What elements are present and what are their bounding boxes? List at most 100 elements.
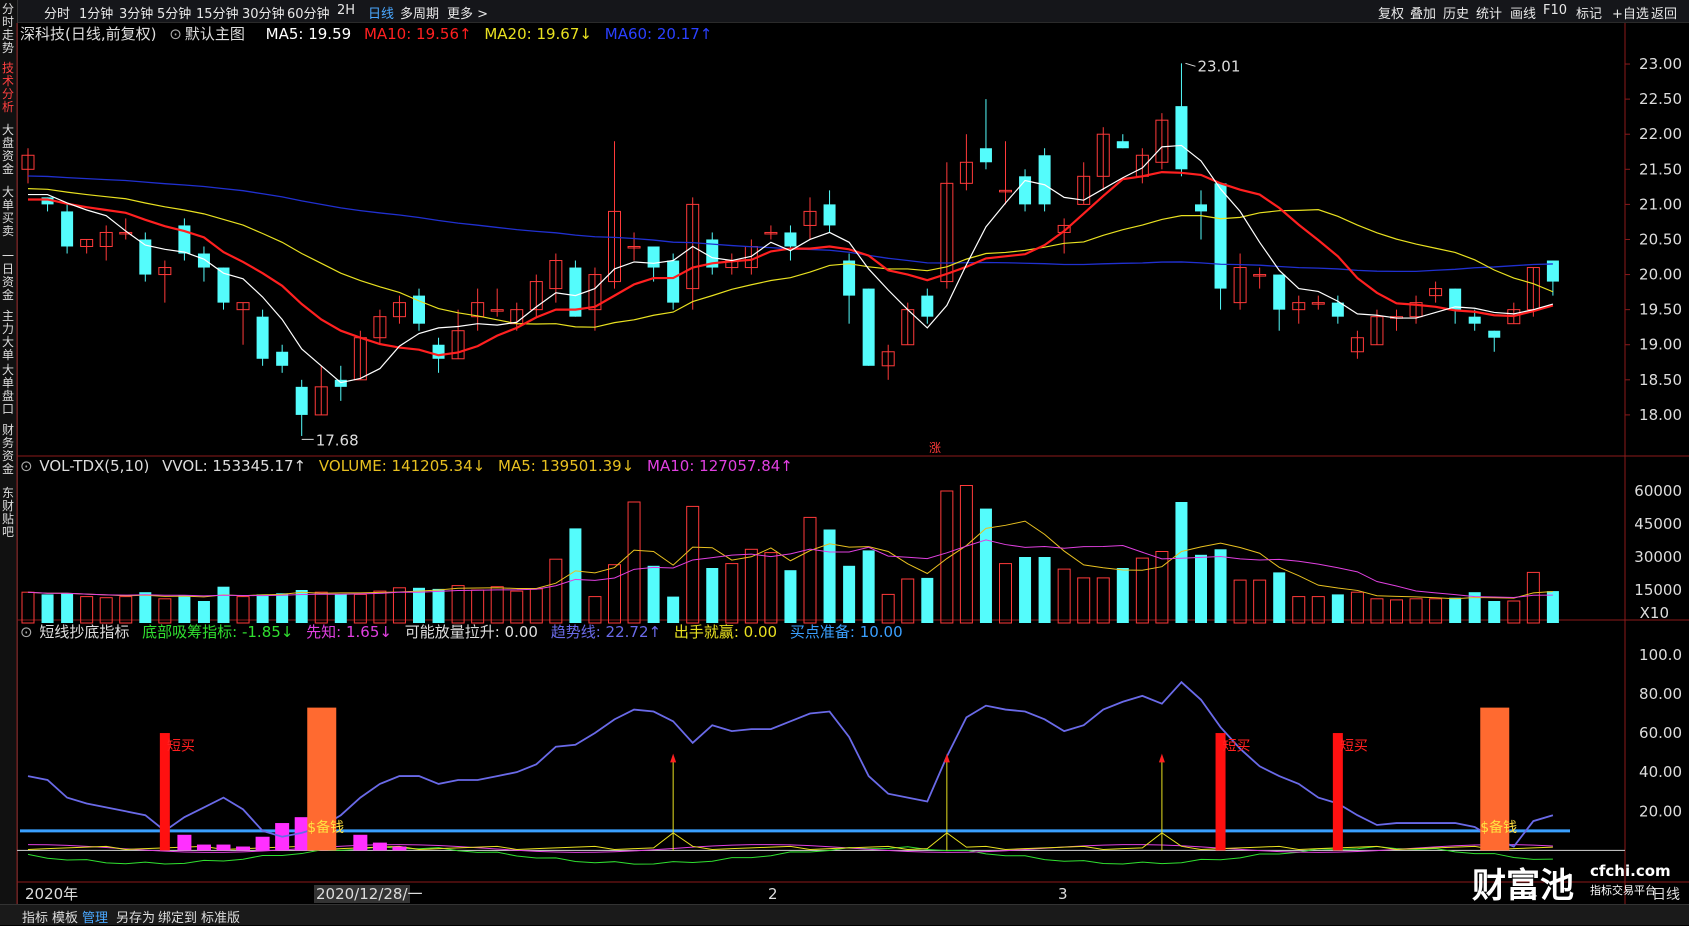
- candle-body-down: [139, 239, 152, 275]
- xianzhi-value: 先知: 1.65↓: [306, 623, 392, 641]
- sidebar-item-8[interactable]: 东财贴吧: [1, 486, 14, 539]
- volume-bar-up: [1507, 600, 1521, 624]
- period-tab-0[interactable]: 分时: [44, 7, 71, 22]
- volume-bar-up: [999, 563, 1012, 624]
- volume-bar-down: [1488, 601, 1501, 623]
- trend-value: 趋势线: 22.72↑: [550, 623, 662, 641]
- volume-bar-down: [1449, 597, 1462, 623]
- period-tab-4[interactable]: 15分钟: [196, 7, 239, 22]
- stock-title[interactable]: 深科技(日线,前复权): [20, 25, 157, 43]
- sidebar-item-7[interactable]: 财务资金: [1, 423, 14, 476]
- toolbar-button-6[interactable]: 标记: [1576, 7, 1603, 22]
- volume-bar-down: [843, 565, 856, 623]
- bottom-tab-3[interactable]: 另存为: [116, 911, 156, 926]
- candle-body-up: [1370, 316, 1384, 346]
- volume-bar-up: [1429, 598, 1443, 624]
- toolbar-button-8[interactable]: 返回: [1651, 7, 1678, 22]
- bottom-tab-4[interactable]: 绑定到: [158, 911, 198, 926]
- volume-bar-up: [158, 598, 172, 624]
- bottom-tab-5[interactable]: 标准版: [201, 911, 241, 926]
- period-tab-5[interactable]: 30分钟: [242, 7, 285, 22]
- period-tab-7[interactable]: 2H: [337, 3, 356, 18]
- sidebar-item-6[interactable]: 大单盘口: [1, 363, 14, 416]
- x-label-date: 2020/12/28/一: [316, 885, 423, 903]
- volume-bar-up: [1253, 579, 1267, 624]
- toolbar-button-0[interactable]: 复权: [1378, 7, 1405, 22]
- vol-indicator-name[interactable]: VOL-TDX(5,10): [39, 457, 150, 475]
- magenta-bar: [353, 834, 368, 851]
- sidebar-item-1[interactable]: 技术分析: [1, 61, 14, 114]
- volume-bar-down: [921, 577, 934, 623]
- period-tab-1[interactable]: 1分钟: [79, 7, 114, 22]
- vol-ma5-value: MA5: 139501.39↓: [498, 457, 635, 475]
- candle-body-down: [1038, 155, 1051, 205]
- settings-icon[interactable]: ⊙: [20, 457, 33, 475]
- short-buy-bar: [1332, 733, 1343, 851]
- sidebar-item-3[interactable]: 大单买卖: [1, 185, 14, 238]
- candle-body-up: [99, 231, 113, 247]
- candle-body-down: [276, 351, 289, 366]
- volume-bar-up: [686, 505, 700, 624]
- chevron-down-icon: ⊙: [169, 25, 182, 43]
- candle-body-up: [21, 154, 35, 170]
- period-tab-9[interactable]: 多周期: [400, 7, 440, 22]
- bottom-tab-0[interactable]: 指标: [22, 911, 49, 926]
- candle-body-up: [1057, 224, 1071, 233]
- candle-body-up: [1429, 288, 1443, 297]
- watermark-logo: 财富池: [1472, 866, 1574, 906]
- ma20-line: [27, 187, 1554, 328]
- volume-bar-up: [1526, 571, 1540, 624]
- vol-ma5-line: [27, 520, 1553, 600]
- candle-body-down: [784, 232, 797, 247]
- volume-bar-up: [627, 501, 641, 624]
- volume-bar-up: [80, 596, 94, 624]
- toolbar-button-2[interactable]: 历史: [1443, 7, 1470, 22]
- high-pointer: [1185, 62, 1196, 67]
- bottom-tab-2[interactable]: 管理: [82, 911, 109, 926]
- candle-body-up: [1311, 302, 1325, 305]
- x-label-period: 日线: [1652, 887, 1680, 903]
- period-tab-2[interactable]: 3分钟: [119, 7, 154, 22]
- period-tab-10[interactable]: 更多 >: [447, 7, 489, 22]
- volume-bar-down: [256, 594, 269, 623]
- sidebar-item-4[interactable]: 一日资金: [1, 249, 14, 302]
- sidebar-item-2[interactable]: 大盘资金: [1, 123, 14, 176]
- sidebar-item-5[interactable]: 主力大单: [1, 309, 14, 362]
- volume-unit-label: X10: [1640, 604, 1669, 622]
- volume-bar-down: [1214, 549, 1227, 623]
- volume-bar-down: [1019, 557, 1032, 623]
- period-tab-6[interactable]: 60分钟: [287, 7, 330, 22]
- settings-icon[interactable]: ⊙: [20, 623, 33, 641]
- candle-body-down: [1546, 260, 1559, 282]
- toolbar-button-5[interactable]: F10: [1543, 3, 1568, 18]
- toolbar-button-4[interactable]: 画线: [1510, 7, 1537, 22]
- candle-body-up: [1409, 302, 1423, 318]
- toolbar-button-7[interactable]: +自选: [1612, 7, 1649, 22]
- x-label-month2: 2: [768, 885, 778, 903]
- volume-bar-up: [744, 548, 758, 624]
- volume-bar-up: [1370, 598, 1384, 624]
- period-tab-3[interactable]: 5分钟: [157, 7, 192, 22]
- prepare-money-label: $备钱: [307, 819, 344, 836]
- volume-bar-down: [432, 588, 445, 623]
- volume-bar-up: [803, 516, 817, 624]
- candle-body-up: [1292, 302, 1306, 311]
- bottom-tab-1[interactable]: 模板: [52, 911, 79, 926]
- price-axis-label: 22.50: [1639, 90, 1682, 108]
- volume-bar-down: [1273, 572, 1286, 623]
- period-tab-8[interactable]: 日线: [368, 7, 395, 22]
- candle-body-up: [1253, 274, 1267, 277]
- x-label-month4: 4: [1528, 885, 1538, 903]
- volume-bar-up: [1057, 568, 1071, 624]
- toolbar-button-1[interactable]: 叠加: [1410, 7, 1437, 22]
- candle-body-down: [1331, 302, 1344, 317]
- indicator-name[interactable]: 短线抄底指标: [39, 623, 130, 641]
- volume-bar-up: [549, 558, 563, 624]
- indicator-menu[interactable]: ⊙ 默认主图: [169, 25, 253, 43]
- candle-body-up: [158, 267, 172, 276]
- candle-body-up: [686, 203, 700, 290]
- sidebar-item-0[interactable]: 分时走势: [1, 2, 14, 55]
- toolbar-button-3[interactable]: 统计: [1476, 7, 1503, 22]
- volume-bar-up: [1390, 599, 1403, 624]
